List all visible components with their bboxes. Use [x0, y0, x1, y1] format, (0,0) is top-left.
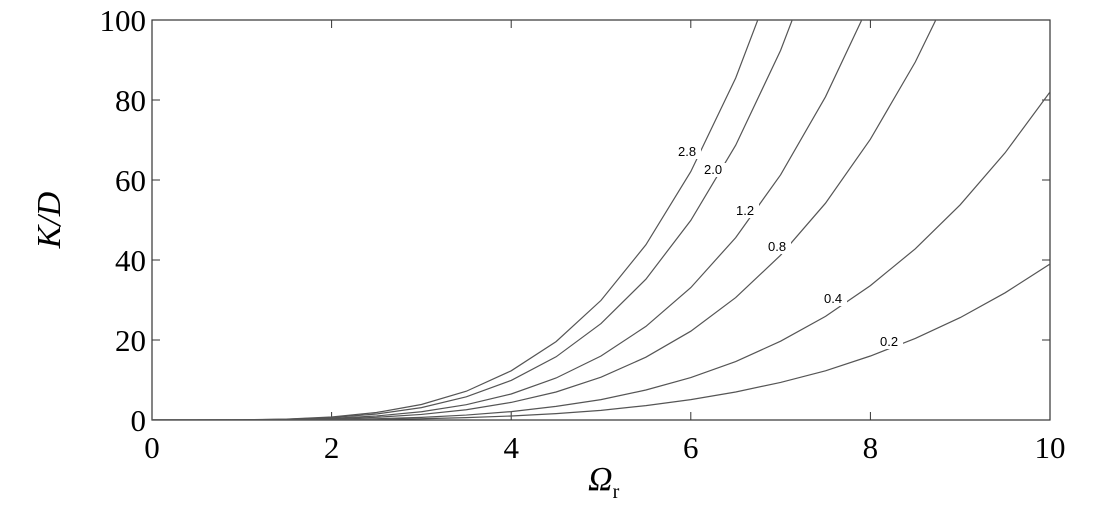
- y-axis-label: K/D: [31, 191, 68, 249]
- curve: [152, 20, 863, 420]
- curve-label: 1.2: [736, 203, 754, 218]
- curve-label: 0.4: [824, 291, 842, 306]
- curve-label: 0.2: [880, 334, 898, 349]
- lines: [152, 20, 1050, 420]
- curve-label: 2.8: [678, 144, 696, 159]
- y-tick-label: 60: [115, 163, 146, 198]
- curve-label-bg: [879, 335, 903, 349]
- curve-label: 0.8: [768, 239, 786, 254]
- curve-label-bg: [703, 163, 727, 177]
- x-tick-label: 10: [1035, 430, 1066, 465]
- curve-label-bg: [767, 240, 791, 254]
- curve-label-bg: [677, 145, 701, 159]
- curve: [152, 20, 759, 420]
- y-tick-label: 0: [131, 403, 147, 438]
- y-tick-label: 40: [115, 243, 146, 278]
- curve: [152, 20, 793, 420]
- curve-label-bg: [823, 292, 847, 306]
- y-tick-label: 100: [100, 3, 147, 38]
- curve: [152, 263, 1050, 420]
- y-tick-label: 20: [115, 323, 146, 358]
- curve-label: 2.0: [704, 162, 722, 177]
- x-axis-label-main: Ω: [588, 461, 613, 498]
- curve: [152, 91, 1050, 420]
- y-tick-label: 80: [115, 83, 146, 118]
- plot-frame: [151, 19, 1051, 421]
- x-tick-label: 8: [863, 430, 879, 465]
- curve-label-bg: [735, 204, 759, 218]
- x-tick-label: 2: [324, 430, 340, 465]
- x-tick-label: 6: [683, 430, 699, 465]
- x-tick-label: 4: [503, 430, 519, 465]
- x-tick-label: 0: [144, 430, 160, 465]
- x-axis-label-subscript: r: [613, 481, 620, 503]
- x-axis-label: Ωr: [588, 461, 620, 503]
